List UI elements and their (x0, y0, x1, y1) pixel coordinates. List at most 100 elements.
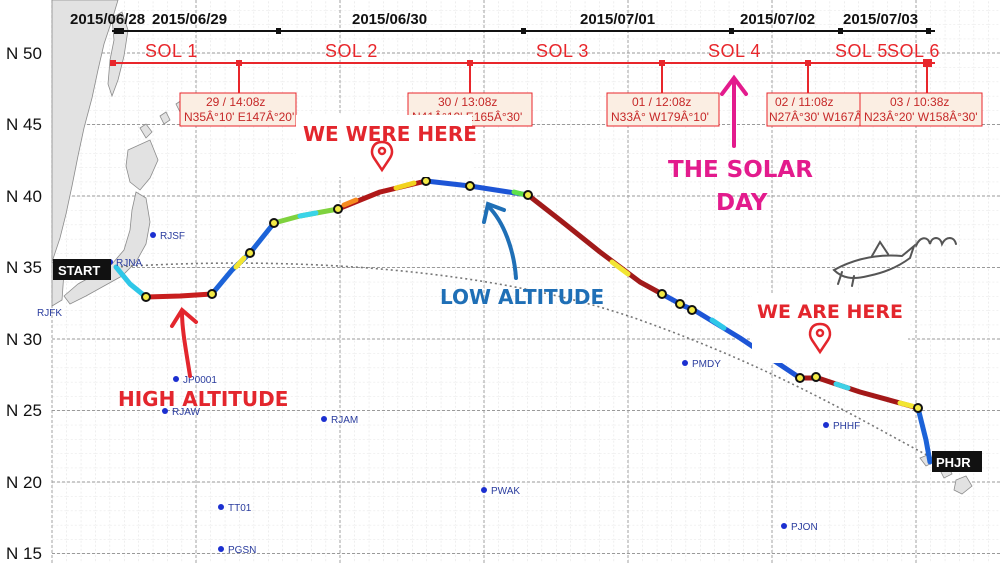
track-segment-1 (113, 264, 149, 300)
station-label: PGSN (228, 545, 256, 556)
position-box: 01 / 12:08z N33Â° W179Â°10' (606, 92, 720, 127)
date-tick (729, 28, 734, 34)
latitude-label: N 25 (6, 401, 42, 420)
sol-timeline: SOL 1 SOL 2 SOL 3 SOL 4 SOL 5 SOL 6 29 /… (110, 41, 983, 127)
svg-text:29 / 14:08z: 29 / 14:08z (206, 95, 265, 109)
station-label: JP0001 (183, 375, 217, 386)
station-dot (218, 504, 224, 510)
station-label: RJFK (37, 308, 62, 319)
asia-coast (51, 0, 119, 263)
date-tick (521, 28, 526, 34)
date-label: 2015/07/01 (580, 11, 655, 28)
station-dot (218, 546, 224, 552)
station-label: PHHF (833, 421, 860, 432)
waypoints (141, 176, 923, 413)
map-pin-icon (808, 322, 832, 355)
station-dot (781, 523, 787, 529)
sol-label: SOL 1 (145, 41, 198, 61)
solar-day-label: THE SOLAR (668, 157, 813, 183)
sol-label: SOL 2 (325, 41, 378, 61)
waypoint (523, 190, 533, 200)
sol-tick (467, 60, 473, 66)
svg-text:30 / 13:08z: 30 / 13:08z (438, 95, 497, 109)
shark-doodle-icon (832, 237, 957, 287)
station-label: PJON (791, 522, 818, 533)
latitude-label: N 45 (6, 115, 42, 134)
svg-text:N23Â°20' W158Â°30': N23Â°20' W158Â°30' (864, 109, 978, 124)
waypoint (421, 176, 431, 186)
waypoint (913, 403, 923, 413)
waypoint (795, 373, 805, 383)
station-dot (481, 487, 487, 493)
station-dot (321, 416, 327, 422)
date-label: 2015/07/02 (740, 11, 815, 28)
station-label: PMDY (692, 359, 721, 370)
sol-tick (659, 60, 665, 66)
sol-label: SOL 4 (708, 41, 761, 61)
station-label: RJAM (331, 415, 358, 426)
position-box: 03 / 10:38z N23Â°20' W158Â°30' (859, 92, 983, 127)
arrow-up-icon (482, 201, 518, 280)
track-segment-10 (915, 405, 933, 465)
station-label: RJSF (160, 231, 185, 242)
sol-tick (805, 60, 811, 66)
arrow-up-icon (720, 74, 748, 148)
waypoint (687, 305, 697, 315)
svg-text:START: START (58, 263, 100, 278)
annotations: WE WERE HERE WE ARE HERE HIGH ALTITUDE L… (118, 74, 957, 411)
high-altitude-label: HIGH ALTITUDE (118, 387, 288, 411)
sol-tick (110, 60, 116, 66)
svg-text:01 / 12:08z: 01 / 12:08z (632, 95, 691, 109)
station-dot (162, 408, 168, 414)
sol-label: SOL 6 (887, 41, 940, 61)
waypoint (269, 218, 279, 228)
station-label: TT01 (228, 503, 252, 514)
waypoint (811, 372, 821, 382)
date-label: 2015/06/28 (70, 11, 145, 28)
waypoint (465, 181, 475, 191)
svg-text:N27Â°30' W167Â°4: N27Â°30' W167Â°4 (769, 109, 874, 124)
date-label: 2015/06/29 (152, 11, 227, 28)
station-label: RJNA (116, 258, 142, 269)
honshu-island (63, 191, 151, 305)
waypoint (657, 289, 667, 299)
we-are-here-label: WE ARE HERE (757, 301, 903, 323)
latitude-label: N 35 (6, 258, 42, 277)
date-tick (119, 28, 124, 34)
hokkaido-island (125, 139, 159, 191)
sol-tick (923, 59, 932, 67)
latitude-label: N 20 (6, 473, 42, 492)
svg-text:03 / 10:38z: 03 / 10:38z (890, 95, 949, 109)
low-altitude-label: LOW ALTITUDE (440, 285, 604, 309)
date-label: 2015/07/03 (843, 11, 918, 28)
date-tick (114, 28, 119, 34)
latitude-labels: N 50 N 45 N 40 N 35 N 30 N 25 N 20 N 15 (6, 44, 42, 563)
track-segment-2 (143, 291, 215, 300)
stations: RJSF RJNA RJFK JP0001 RJAW RJAM TT01 PGS… (37, 231, 860, 556)
sol-tick (236, 60, 242, 66)
station-dot (682, 360, 688, 366)
latitude-label: N 30 (6, 330, 42, 349)
date-timeline: 2015/06/28 2015/06/29 2015/06/30 2015/07… (70, 11, 935, 34)
great-circle-route (115, 262, 941, 463)
minor-grid (52, 0, 1000, 563)
end-tag: PHJR (932, 451, 982, 472)
solar-day-label: DAY (716, 190, 768, 216)
we-were-here-label: WE WERE HERE (303, 122, 477, 146)
position-box: 29 / 14:08z N35Â°10' E147Â°20' (179, 92, 297, 127)
sol-label: SOL 5 (835, 41, 888, 61)
waypoint (141, 292, 151, 302)
date-tick (276, 28, 281, 34)
station-label: RJAW (172, 407, 201, 418)
waypoint (333, 204, 343, 214)
svg-text:PHJR: PHJR (936, 455, 971, 470)
latitude-label: N 40 (6, 187, 42, 206)
date-label: 2015/06/30 (352, 11, 427, 28)
station-label: PWAK (491, 486, 520, 497)
date-tick (926, 28, 931, 34)
waypoint (675, 299, 685, 309)
map-pin-icon (370, 140, 394, 173)
waypoint (245, 248, 255, 258)
svg-text:02 / 11:08z: 02 / 11:08z (775, 95, 834, 109)
station-dot (173, 376, 179, 382)
